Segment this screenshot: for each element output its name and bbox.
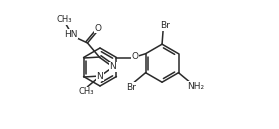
Text: O: O <box>131 52 138 61</box>
Text: Br: Br <box>126 83 136 92</box>
Text: CH₃: CH₃ <box>79 87 94 96</box>
Text: N: N <box>96 72 103 81</box>
Text: HN: HN <box>64 30 78 39</box>
Text: N: N <box>110 62 116 71</box>
Text: O: O <box>95 24 102 33</box>
Text: NH₂: NH₂ <box>187 82 205 91</box>
Text: Br: Br <box>160 21 170 30</box>
Text: CH₃: CH₃ <box>57 15 73 24</box>
